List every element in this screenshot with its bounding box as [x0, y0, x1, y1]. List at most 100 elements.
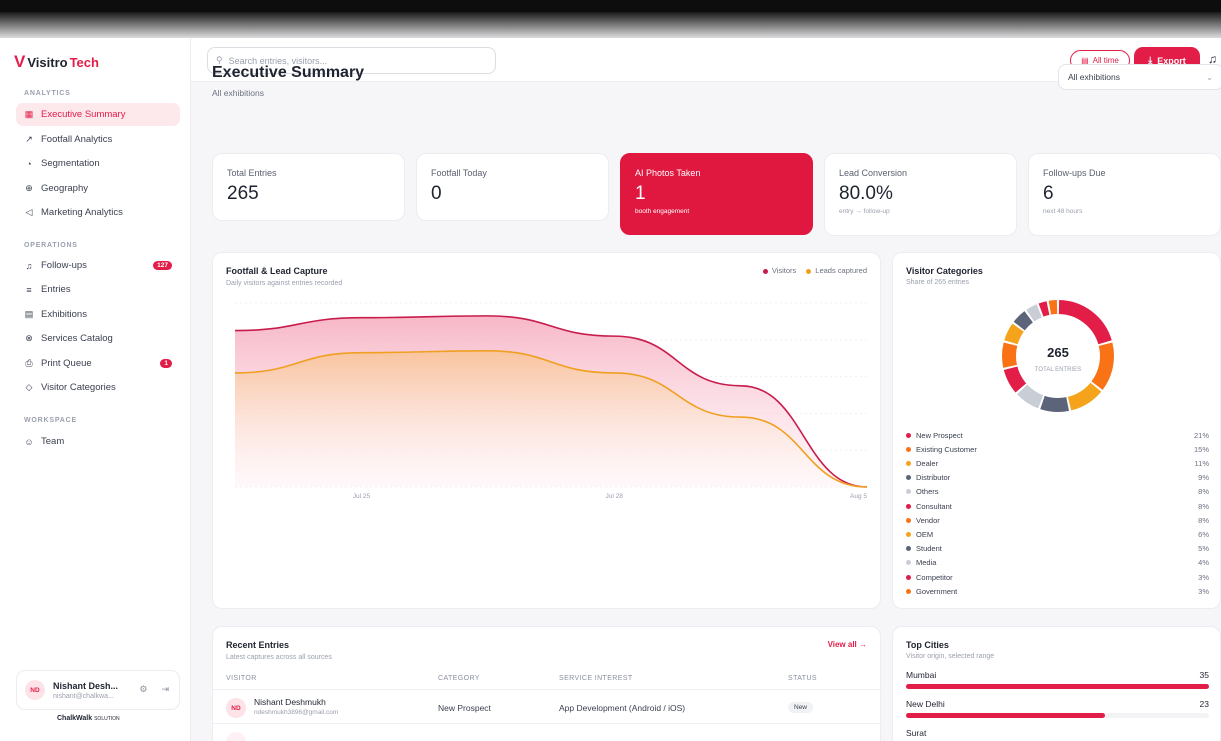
kpi-lead-conversion[interactable]: Lead Conversion 80.0% entry → follow-up: [824, 153, 1017, 236]
category-row: Dealer 11%: [906, 457, 1209, 469]
sidebar-item-entries[interactable]: ≡ Entries: [16, 278, 180, 301]
sidebar-item-segmentation[interactable]: ◔ Segmentation: [16, 152, 180, 175]
sidebar-item-follow-ups[interactable]: ♫ Follow-ups 127: [16, 254, 180, 277]
kpi-value: 0: [431, 183, 442, 204]
sidebar-item-executive-summary[interactable]: ▦ Executive Summary: [16, 103, 180, 126]
avatar: ND: [226, 698, 246, 718]
kpi-sub: next 48 hours: [1043, 208, 1083, 215]
follow-ups-count-badge: 127: [153, 261, 172, 270]
city-row: Surat: [906, 728, 1209, 738]
sidebar-item-label: Marketing Analytics: [41, 207, 123, 218]
city-name: Mumbai: [906, 670, 937, 680]
recent-entries-card: Recent Entries Latest captures across al…: [212, 626, 882, 741]
globe-icon: ⊕: [25, 183, 33, 193]
category-row: Government 3%: [906, 585, 1209, 597]
category-percent: 15%: [1193, 444, 1209, 454]
sidebar-item-services-catalog[interactable]: ⊗ Services Catalog: [16, 327, 180, 350]
package-icon: ⊗: [25, 333, 33, 343]
sidebar-item-label: Follow-ups: [41, 260, 87, 271]
sidebar-item-visitor-categories[interactable]: ◇ Visitor Categories: [16, 376, 180, 399]
city-bar-fill: [906, 684, 1209, 689]
donut-total-value: 265: [1047, 345, 1069, 360]
sidebar-item-footfall-analytics[interactable]: ↗ Footfall Analytics: [16, 128, 180, 151]
exhibition-filter-value: All exhibitions: [1068, 72, 1120, 82]
city-row: New Delhi 23: [906, 699, 1209, 718]
sidebar-item-team[interactable]: ☺ Team: [16, 430, 180, 453]
visitors-line: [234, 315, 868, 488]
sidebar-item-geography[interactable]: ⊕ Geography: [16, 177, 180, 200]
kpi-sub: booth engagement: [635, 208, 690, 215]
sidebar-item-marketing-analytics[interactable]: ◁ Marketing Analytics: [16, 201, 180, 224]
kpi-ai-photos-taken[interactable]: AI Photos Taken 1 booth engagement: [620, 153, 813, 235]
column-header-service-interest: SERVICE INTEREST: [559, 675, 633, 682]
printer-icon: ⎙: [25, 358, 33, 368]
category-name: Existing Customer: [916, 444, 977, 454]
kpi-footfall-today[interactable]: Footfall Today 0: [416, 153, 609, 221]
category-name: Government: [916, 586, 958, 596]
page-subtitle: All exhibitions: [212, 88, 264, 98]
list-icon: ≡: [26, 284, 32, 295]
categories-subtitle: Share of 265 entries: [906, 279, 970, 286]
calendar-icon: ▤: [24, 309, 34, 319]
city-bar-fill: [906, 713, 1106, 718]
user-profile-card[interactable]: ND Nishant Desh... nishant@chalkwa... ⚙ …: [16, 670, 180, 710]
notifications-bell-icon[interactable]: ♫: [1208, 52, 1217, 66]
category-row: Existing Customer 15%: [906, 443, 1209, 455]
view-all-link[interactable]: View all →: [827, 640, 867, 649]
logout-icon[interactable]: ⇥: [161, 684, 169, 694]
kpi-label: Footfall Today: [431, 168, 487, 178]
donut-slice: [1004, 323, 1024, 345]
table-row[interactable]: [213, 723, 882, 741]
kpi-value: 80.0%: [839, 183, 893, 204]
settings-icon[interactable]: ⚙: [139, 684, 148, 694]
category-name: Distributor: [916, 473, 951, 483]
x-tick-label: Jul 25: [353, 493, 371, 500]
brand-logo[interactable]: V Visitro Tech: [14, 52, 99, 72]
print-queue-count-badge: 1: [160, 359, 172, 368]
sidebar-item-print-queue[interactable]: ⎙ Print Queue 1: [16, 352, 180, 375]
search-placeholder: Search entries, visitors...: [228, 55, 328, 66]
kpi-follow-ups-due[interactable]: Follow-ups Due 6 next 48 hours: [1028, 153, 1221, 236]
cities-title: Top Cities: [906, 640, 949, 650]
search-input[interactable]: ⚲ Search entries, visitors...: [207, 47, 496, 74]
category-row: Media 4%: [906, 557, 1209, 569]
category-row: OEM 6%: [906, 528, 1209, 540]
sidebar-item-exhibitions[interactable]: ▤ Exhibitions: [16, 303, 180, 326]
categories-title: Visitor Categories: [906, 266, 983, 276]
section-label-operations: OPERATIONS: [24, 242, 78, 249]
kpi-total-entries[interactable]: Total Entries 265: [212, 153, 405, 221]
page-title: Executive Summary: [212, 64, 365, 81]
category-color-dot: [906, 460, 911, 466]
donut-slice: [1038, 301, 1050, 317]
donut-slice: [1048, 300, 1058, 315]
footer-brand-tag: SOLUTION: [94, 716, 120, 722]
user-name: Nishant Desh...: [53, 680, 119, 691]
category-row: Vendor 8%: [906, 514, 1209, 526]
legend-label: Visitors: [771, 266, 797, 275]
avatar: ND: [25, 680, 45, 700]
category-color-dot: [906, 503, 911, 509]
category-percent: 4%: [1198, 558, 1209, 568]
sidebar-item-label: Executive Summary: [41, 109, 126, 120]
category-color-dot: [906, 531, 911, 537]
search-icon: ⚲: [216, 55, 223, 65]
top-cities-card: Top Cities Visitor origin, selected rang…: [892, 626, 1221, 741]
donut-slice: [1040, 395, 1069, 412]
export-label: Export: [1157, 55, 1186, 66]
chevron-down-icon: ⌄: [1206, 72, 1213, 82]
donut-slice: [1017, 384, 1044, 409]
category-name: Competitor: [916, 572, 953, 582]
brand-name-part2: Tech: [69, 54, 99, 70]
kpi-value: 1: [635, 183, 646, 204]
sidebar-item-label: Visitor Categories: [41, 382, 116, 393]
megaphone-icon: ◁: [25, 207, 33, 217]
all-time-label: All time: [1092, 56, 1119, 65]
column-header-visitor: VISITOR: [226, 675, 257, 682]
sidebar: V Visitro Tech ANALYTICS ▦ Executive Summ…: [0, 38, 191, 741]
category-row: Others 8%: [906, 486, 1209, 498]
video-frame-top: [0, 0, 1221, 40]
sidebar-item-label: Print Queue: [41, 358, 92, 369]
exhibition-filter-select[interactable]: All exhibitions ⌄: [1058, 64, 1221, 90]
table-row[interactable]: ND Nishant Deshmukh ndeshmukh3896@gmail.…: [213, 689, 882, 723]
tag-icon: ◇: [25, 382, 33, 392]
